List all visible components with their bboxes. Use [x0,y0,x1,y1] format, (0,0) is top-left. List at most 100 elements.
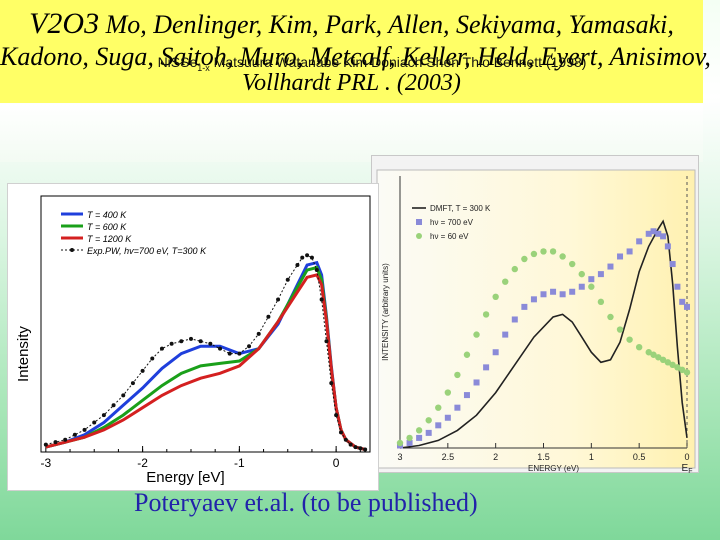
experiment-data-point [43,442,48,447]
circle-data-point [616,326,624,333]
legend-label-3: T = 1200 K [87,234,132,244]
square-data-point [607,263,614,270]
x-tick-label: 3 [397,452,402,462]
square-data-point [684,303,690,310]
circle-data-point [645,349,652,356]
circle-data-point [669,361,676,369]
overlay-sub: 1-x [197,62,210,73]
right-chart-legend: DMFT, T = 300 K hν = 700 eV hν = 60 eV [412,204,491,241]
circle-data-point [664,359,672,366]
experiment-data-point [111,403,116,408]
experiment-dashed-line [45,254,366,450]
circle-data-point [473,331,480,338]
experiment-data-point [334,413,339,418]
square-data-point [597,271,604,278]
experiment-data-point [343,437,348,442]
x-axis-label: ENERGY (eV) [528,464,579,473]
square-data-point [473,379,480,386]
circle-data-point [502,278,509,285]
circle-data-point [569,260,576,268]
square-data-point [416,434,423,441]
title-banner: V2O3 Mo, Denlinger, Kim, Park, Allen, Se… [0,0,711,103]
legend-label-dmft: DMFT, T = 300 K [430,204,491,213]
overlay-rest: Matsuura Watanabe Kim Doniach Shen Thio … [209,54,587,70]
square-data-point [559,291,566,298]
circle-data-point [597,298,605,306]
experiment-data-point [169,341,174,346]
x-tick-label: -3 [41,456,52,470]
experiment-data-point [358,446,363,451]
experiment-data-point [300,255,305,260]
circle-data-point [540,248,547,255]
square-data-point [463,392,470,399]
experiment-data-point [348,442,353,447]
x-tick-label: 2.5 [442,452,455,462]
x-tick-label: -1 [234,456,245,470]
experiment-data-point [121,393,126,398]
x-tick-label: -2 [137,456,148,470]
circle-data-point [492,293,499,300]
square-data-point [502,331,509,338]
x-tick-label: 1.5 [537,452,550,462]
experiment-data-point [363,447,368,452]
square-data-point [550,288,557,295]
square-data-point [492,349,499,356]
circle-data-point [626,336,633,343]
circle-data-point [607,313,614,321]
header-authors-1: Mo, Denlinger, Kim, Park, Allen, Sekiyam… [99,10,674,39]
square-data-point [679,298,686,305]
experiment-data-point [338,430,343,435]
experiment-data-point [130,381,135,386]
legend-label-60ev: hν = 60 eV [430,232,469,241]
right-chart: 3 2.5 2 1.5 1 0.5 0 ENERGY (eV) EF INTENSITY (arb… [376,169,696,475]
square-data-point [521,303,528,310]
x-tick-label: 1 [589,452,594,462]
dmft-curve [399,219,688,449]
legend-label-4: Exp.PW, hv=700 eV, T=300 K [87,246,207,256]
square-data-point [530,296,537,303]
square-data-point [645,230,652,237]
circle-data-point [454,371,461,379]
header-line-3: Vollhardt PRL . (2003) [242,70,461,96]
experiment-data-point [329,381,334,386]
x-tick-label: 2 [493,452,498,462]
legend-marker-experiment [70,248,74,252]
circle-data-point [650,351,657,358]
x-tick-label: 0.5 [633,452,646,462]
experiment-data-point [227,351,232,356]
circle-data-point [674,364,681,371]
experiment-data-point [140,368,145,373]
square-data-point [636,238,643,245]
circle-data-point [659,356,667,363]
square-data-point [425,429,432,436]
series-line-3 [45,273,366,451]
circle-data-point [588,283,595,290]
right-chart-background [376,169,696,469]
legend-label-2: T = 600 K [87,222,127,232]
legend-swatch-60ev [416,233,422,239]
circle-data-point [679,366,686,374]
circle-data-point [435,404,442,411]
experiment-data-point [63,437,68,442]
experiment-data-point [266,314,271,319]
experiment-data-point [179,339,184,344]
y-axis-label: Intensity [15,326,32,382]
right-chart-axes: 3 2.5 2 1.5 1 0.5 0 ENERGY (eV) EF INTENSITY (arb… [381,176,692,475]
experiment-data-point [101,413,106,418]
square-data-point [617,253,624,260]
experiment-data-point [324,339,329,344]
right-chart-series [396,219,691,449]
background-strip [0,104,703,162]
experiment-data-point [247,344,252,349]
x-axis-label: Energy [eV] [146,469,224,486]
circle-data-point [521,255,528,263]
left-chart-legend: T = 400 K T = 600 K T = 1200 K Exp.PW, hv=7… [61,210,207,256]
square-data-point [674,283,681,290]
header-title-v2o3: V2O3 [29,7,100,40]
overlay-prefix: NiSSe [157,54,198,70]
experiment-data-point [53,440,58,445]
square-data-point [660,233,667,240]
square-data-point [669,261,676,268]
circle-data-point [396,439,404,447]
